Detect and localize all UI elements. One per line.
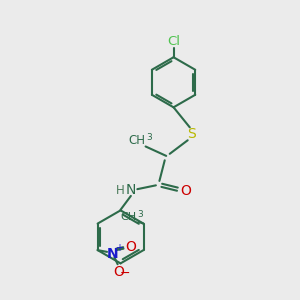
- Text: H: H: [116, 184, 125, 196]
- Text: +: +: [116, 243, 123, 253]
- Text: O: O: [113, 265, 124, 279]
- Text: −: −: [119, 267, 130, 280]
- Text: O: O: [180, 184, 191, 198]
- Text: S: S: [187, 127, 196, 141]
- Text: Cl: Cl: [167, 35, 180, 48]
- Text: N: N: [126, 183, 136, 197]
- Text: 3: 3: [137, 210, 142, 219]
- Text: 3: 3: [146, 133, 152, 142]
- Text: N: N: [107, 247, 119, 261]
- Text: CH: CH: [129, 134, 146, 147]
- Text: CH: CH: [121, 212, 137, 222]
- Text: O: O: [126, 240, 136, 254]
